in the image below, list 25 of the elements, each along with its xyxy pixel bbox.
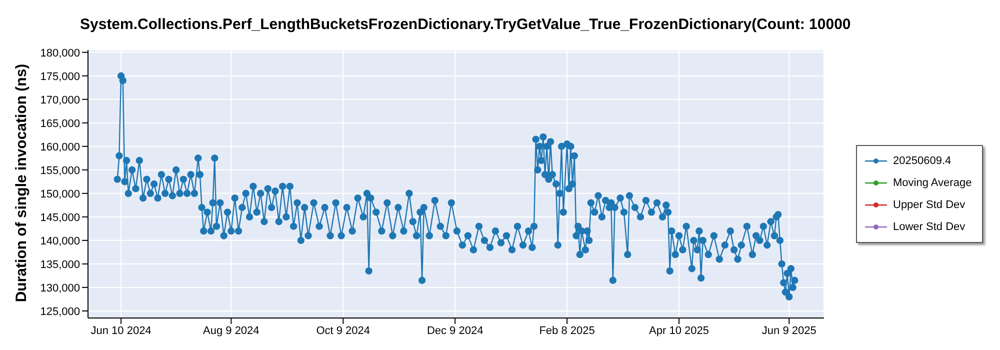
y-tick-label: 175,000	[40, 70, 80, 83]
x-tick-label: Oct 9 2024	[316, 324, 370, 337]
legend-label: Moving Average	[893, 177, 972, 189]
x-tick-label: Aug 9 2024	[203, 324, 260, 337]
y-tick-label: 165,000	[40, 118, 80, 130]
legend-label: 20250609.4	[893, 155, 952, 167]
y-tick-label: 130,000	[40, 282, 80, 294]
y-tick-label: 145,000	[40, 212, 80, 224]
x-tick-label: Feb 8 2025	[539, 324, 595, 337]
legend-label: Lower Std Dev	[893, 221, 966, 233]
chart-title: System.Collections.Perf_LengthBucketsFrozenDictionary.TryGetValue_True_FrozenDictionary(Count: 10000	[80, 16, 851, 33]
y-tick-label: 150,000	[40, 188, 80, 200]
y-axis-title: Duration of single invocation (ns)	[13, 64, 30, 302]
y-tick-label: 180,000	[40, 47, 80, 60]
legend-label: Upper Std Dev	[893, 199, 966, 211]
x-tick-label: Dec 9 2024	[426, 324, 484, 337]
y-tick-label: 135,000	[40, 258, 80, 271]
x-tick-label: Jun 10 2024	[90, 324, 152, 337]
y-tick-label: 155,000	[40, 164, 80, 177]
x-tick-label: Jun 9 2025	[762, 324, 816, 337]
y-tick-label: 140,000	[40, 235, 80, 248]
x-tick-label: Apr 10 2025	[649, 324, 709, 337]
y-tick-label: 160,000	[40, 141, 80, 154]
y-tick-label: 170,000	[40, 94, 80, 106]
y-tick-label: 125,000	[40, 306, 80, 318]
